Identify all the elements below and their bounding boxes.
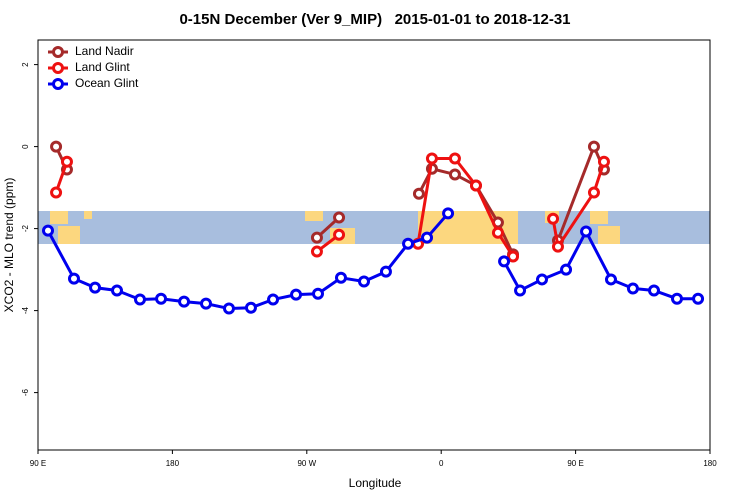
point <box>310 245 323 258</box>
point <box>580 225 593 238</box>
point <box>626 282 639 295</box>
point <box>222 302 235 315</box>
point <box>89 281 102 294</box>
point <box>155 292 168 305</box>
point <box>604 273 617 286</box>
point <box>547 212 560 225</box>
point <box>491 226 504 239</box>
point <box>310 231 323 244</box>
point <box>587 140 600 153</box>
point <box>178 295 191 308</box>
x-tick-label: 90 E <box>567 459 583 468</box>
point <box>514 284 527 297</box>
point <box>469 179 482 192</box>
point <box>448 168 461 181</box>
point <box>334 271 347 284</box>
point <box>536 273 548 286</box>
point <box>442 207 455 220</box>
point <box>290 288 303 301</box>
x-tick-label: 0 <box>439 459 444 468</box>
x-tick-label: 180 <box>166 459 180 468</box>
point <box>357 275 370 288</box>
point <box>67 272 80 285</box>
point <box>244 301 257 314</box>
y-tick-label: 2 <box>21 62 30 67</box>
point <box>560 263 573 276</box>
legend-label: Ocean Glint <box>75 76 139 90</box>
y-tick-label: 0 <box>21 144 30 149</box>
point <box>507 250 520 263</box>
point <box>402 237 415 250</box>
map-band <box>38 211 710 244</box>
y-tick-label: -4 <box>21 306 30 314</box>
point <box>312 287 324 300</box>
point <box>60 155 73 168</box>
point <box>425 152 438 165</box>
series-line <box>551 161 606 251</box>
legend-marker <box>52 46 64 58</box>
point <box>692 292 705 305</box>
point <box>200 297 212 310</box>
x-tick-label: 90 W <box>297 459 316 468</box>
point <box>421 231 434 244</box>
point <box>133 293 146 306</box>
legend-marker <box>52 78 64 90</box>
point <box>587 186 600 199</box>
point <box>551 240 564 253</box>
point <box>50 186 63 199</box>
legend-label: Land Nadir <box>75 44 134 58</box>
point <box>267 293 280 306</box>
legend-label: Land Glint <box>75 60 130 74</box>
point <box>333 228 346 241</box>
y-tick-label: -2 <box>21 224 30 232</box>
point <box>50 140 63 153</box>
point <box>379 265 392 278</box>
y-axis-label: XCO2 - MLO trend (ppm) <box>2 178 16 313</box>
x-tick-label: 180 <box>703 459 717 468</box>
point <box>333 211 346 224</box>
x-axis-label: Longitude <box>349 476 402 490</box>
point <box>42 224 55 237</box>
point <box>448 152 461 165</box>
legend-marker <box>52 62 64 74</box>
chart-title: 0-15N December (Ver 9_MIP) 2015-01-01 to… <box>179 11 570 28</box>
point <box>670 292 683 305</box>
point <box>648 284 660 297</box>
point <box>597 155 610 168</box>
point <box>110 284 123 297</box>
plot-frame <box>37 39 711 451</box>
point <box>498 255 511 268</box>
series-line <box>502 228 699 301</box>
y-tick-label: -6 <box>21 388 30 396</box>
point <box>412 187 425 200</box>
x-tick-label: 90 E <box>30 459 46 468</box>
